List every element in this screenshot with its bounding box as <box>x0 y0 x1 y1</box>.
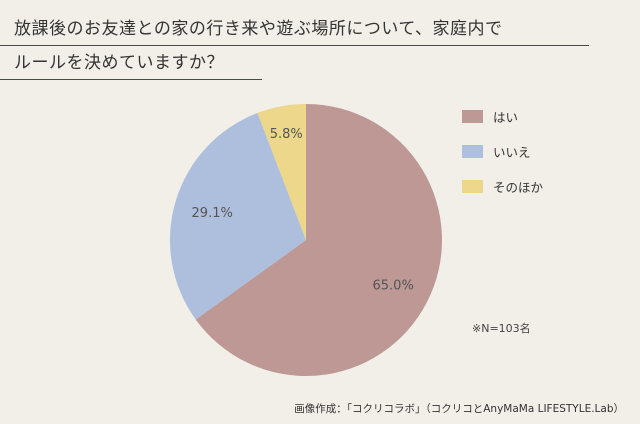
legend-item-yes: はい <box>462 108 543 125</box>
chart-title-line-2: ルールを決めていますか？ <box>0 48 262 80</box>
slice-yes <box>195 104 443 376</box>
sample-size-note: ※N=103名 <box>472 322 531 335</box>
legend-swatch-other <box>462 179 483 193</box>
slice-other <box>257 104 306 240</box>
chart-title-line-1: 放課後のお友達との家の行き来や遊ぶ場所について、家庭内で <box>0 14 589 46</box>
slice-no <box>170 112 306 320</box>
legend-swatch-yes <box>462 109 483 123</box>
image-credit: 画像作成：「コクリコラボ」（コクリコとAnyMaMa LIFESTYLE.Lab… <box>294 403 624 415</box>
slice-label-no: 29.1% <box>192 206 233 221</box>
legend-label-yes: はい <box>493 109 519 125</box>
legend-label-no: いいえ <box>493 144 531 160</box>
legend-label-other: そのほか <box>493 179 544 195</box>
legend-swatch-no <box>462 144 483 158</box>
chart-legend: はい いいえ そのほか <box>462 108 543 213</box>
slice-label-yes: 65.0% <box>373 279 414 294</box>
slice-label-other: 5.8% <box>270 127 303 142</box>
legend-item-no: いいえ <box>462 143 543 160</box>
legend-item-other: そのほか <box>462 178 544 195</box>
